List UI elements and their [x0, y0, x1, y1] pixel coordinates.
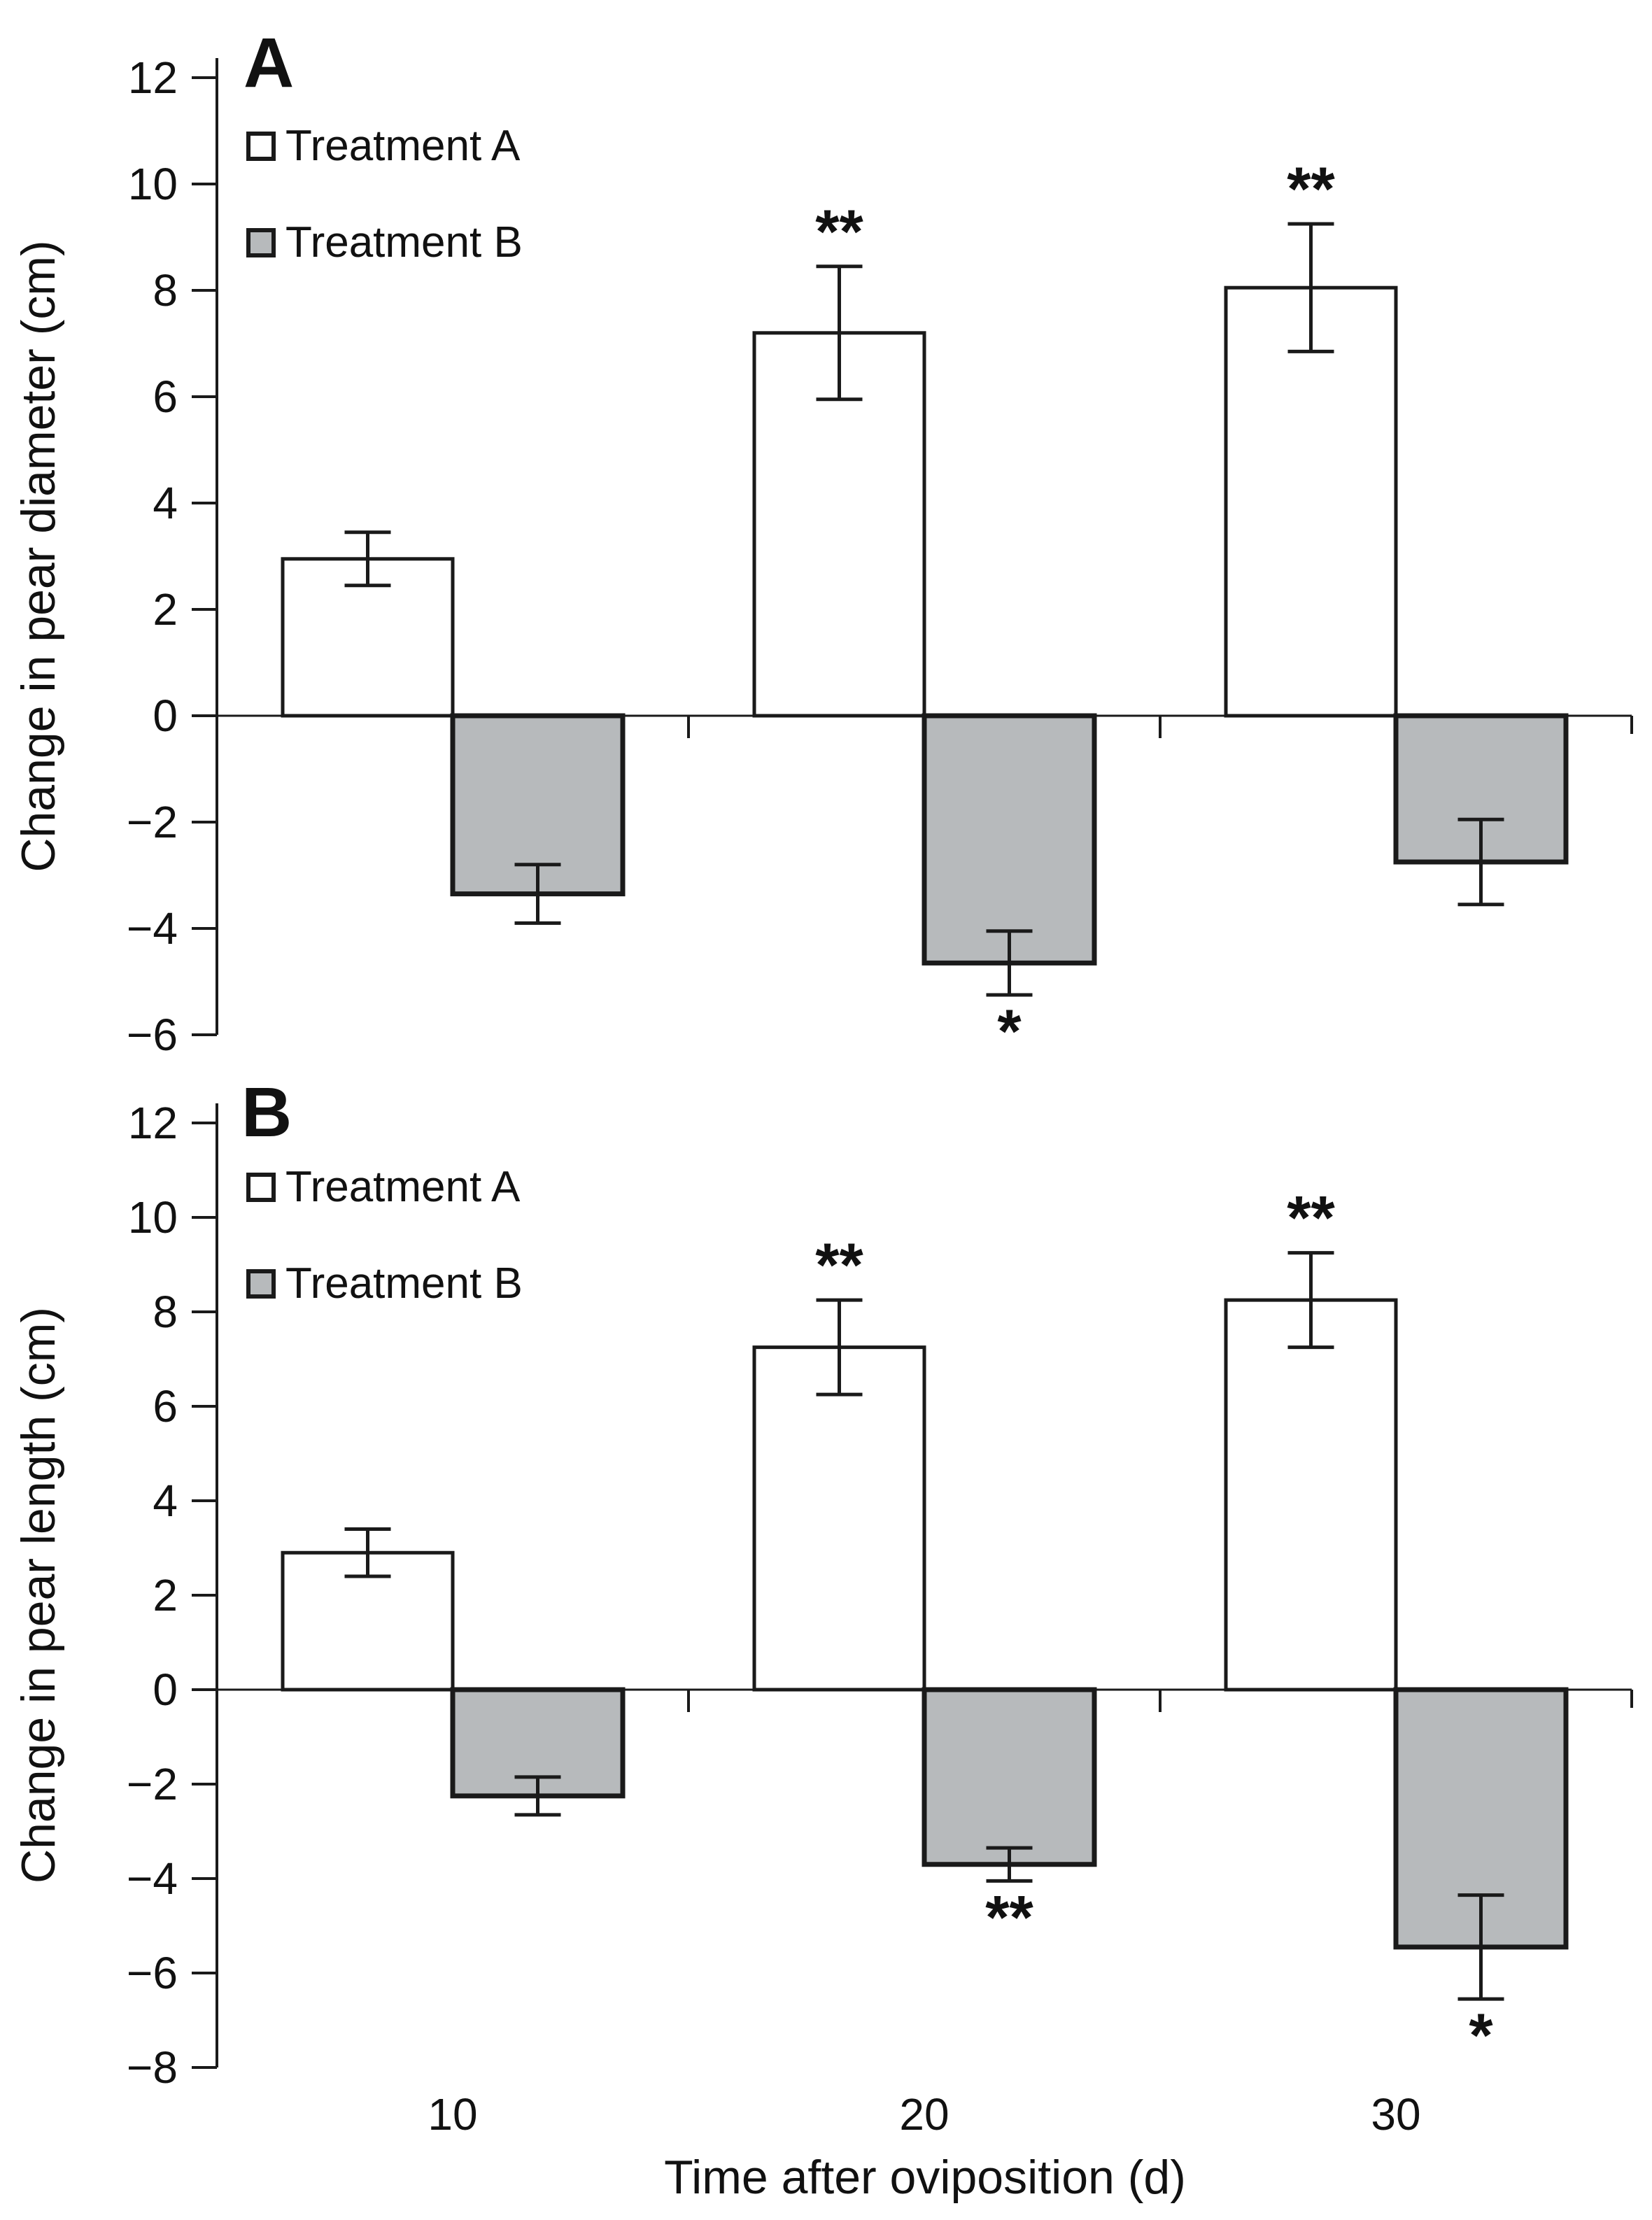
panel-b-bar-treatment-a-30d	[1224, 1298, 1398, 1692]
panel-a-bar-treatment-b-20d	[922, 713, 1097, 966]
treatment-b-swatch-icon	[246, 1269, 276, 1299]
panel-a-y-tick-label: 12	[128, 52, 178, 103]
treatment-a-swatch-icon	[246, 1173, 276, 1202]
panel-a-letter: A	[243, 24, 295, 102]
x-tick-label-20: 20	[899, 2089, 949, 2140]
panel-b-y-axis-title: Change in pear length (cm)	[12, 1306, 65, 1884]
panel-b-y-tick-label: 10	[128, 1192, 178, 1243]
legend-label: Treatment A	[285, 122, 521, 170]
legend-label: Treatment B	[285, 218, 523, 267]
panel-b-y-tick-label: 6	[153, 1381, 178, 1431]
panel-a-significance-marker: **	[815, 197, 863, 266]
panel-b-y-tick-label: −2	[127, 1759, 178, 1809]
panel-a-y-tick-label: 10	[128, 159, 178, 209]
panel-b-y-tick-label: 0	[153, 1664, 178, 1715]
panel-a-y-tick-label: 2	[153, 584, 178, 635]
panel-a-y-axis-title: Change in pear diameter (cm)	[12, 240, 65, 872]
panel-b-significance-marker: **	[1287, 1183, 1335, 1252]
panel-b-y-tick-label: −6	[127, 1948, 178, 1998]
panel-a-y-tick-label: 0	[153, 691, 178, 741]
panel-a-significance-marker: *	[997, 996, 1022, 1066]
legend-item-treatment-b: Treatment B	[246, 1262, 523, 1306]
panel-a-y-tick-label: −6	[127, 1010, 178, 1060]
panel-b-y-tick-label: 2	[153, 1570, 178, 1620]
panel-b-significance-marker: **	[985, 1882, 1033, 1951]
x-tick-label-30: 30	[1371, 2089, 1421, 2140]
panel-a-significance-marker: **	[1287, 154, 1335, 223]
panel-b-y-tick-label: −4	[127, 1853, 178, 1904]
panel-b-y-tick-label: 4	[153, 1476, 178, 1526]
legend-item-treatment-a: Treatment A	[246, 125, 520, 168]
legend-item-treatment-b: Treatment B	[246, 221, 523, 264]
legend-label: Treatment B	[285, 1259, 523, 1308]
panel-b-bar-treatment-b-20d	[922, 1687, 1097, 1867]
legend-item-treatment-a: Treatment A	[246, 1166, 520, 1209]
panel-b-y-tick-label: 8	[153, 1287, 178, 1337]
panel-a-y-tick-label: 4	[153, 478, 178, 528]
panel-a-y-tick-label: 6	[153, 372, 178, 422]
panel-b-y-tick-label: −8	[127, 2042, 178, 2093]
panel-b-significance-marker: **	[815, 1230, 863, 1299]
treatment-b-swatch-icon	[246, 228, 276, 257]
panel-b-y-tick-label: 12	[128, 1098, 178, 1148]
panel-b-significance-marker: *	[1469, 2000, 1493, 2070]
x-axis-title: Time after oviposition (d)	[664, 2151, 1186, 2204]
legend-label: Treatment A	[285, 1163, 521, 1211]
panel-a-y-tick-label: −4	[127, 903, 178, 954]
x-tick-label-10: 10	[428, 2089, 478, 2140]
panel-a-y-tick-label: −2	[127, 797, 178, 847]
panel-b-letter: B	[241, 1073, 292, 1152]
panel-b-bar-treatment-a-20d	[752, 1345, 926, 1692]
panel-a-y-tick-label: 8	[153, 265, 178, 316]
treatment-a-swatch-icon	[246, 132, 276, 161]
